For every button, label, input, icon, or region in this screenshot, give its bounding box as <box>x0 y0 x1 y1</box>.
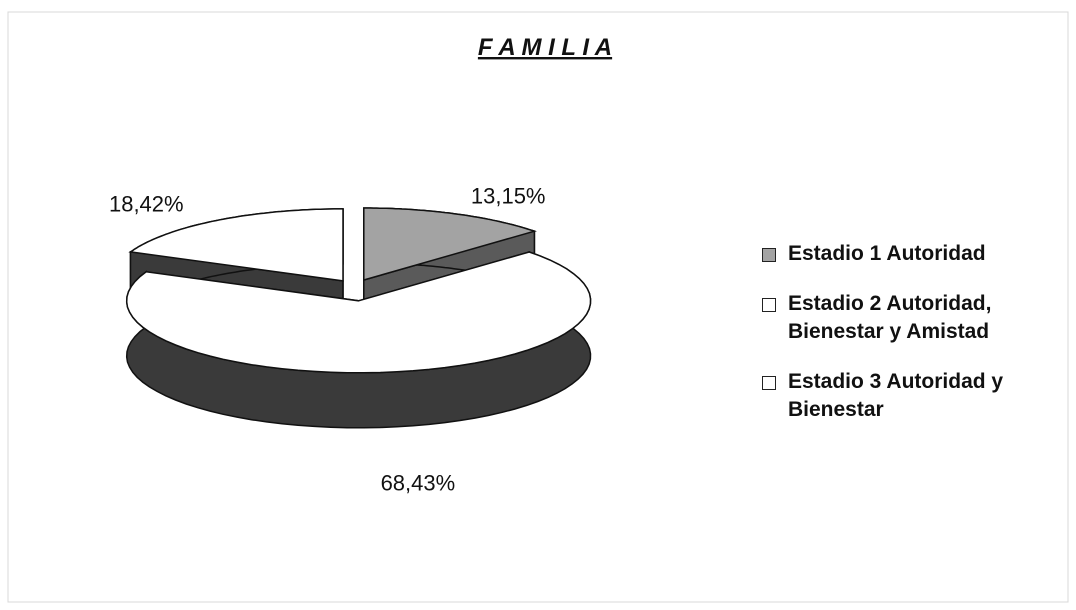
legend-label: Estadio 2 Autoridad, Bienestar y Amistad <box>788 292 992 343</box>
pie-slice <box>125 250 592 429</box>
legend-item: Estadio 2 Autoridad, Bienestar y Amistad <box>758 290 1070 346</box>
chart-title: F A M I L I A <box>478 34 612 61</box>
chart-frame <box>7 11 1069 603</box>
slice-top <box>363 207 537 281</box>
data-label: 18,42% <box>109 191 184 216</box>
data-label: 68,43% <box>381 470 456 495</box>
legend: Estadio 1 Autoridad Estadio 2 Autoridad, … <box>758 240 1070 446</box>
legend-label: Estadio 1 Autoridad <box>788 242 986 265</box>
slice-top <box>128 208 344 282</box>
legend-swatch <box>762 298 776 312</box>
legend-swatch <box>762 376 776 390</box>
legend-swatch <box>762 248 776 262</box>
data-label: 13,15% <box>471 183 546 208</box>
legend-item: Estadio 3 Autoridad y Bienestar <box>758 368 1070 424</box>
legend-label: Estadio 3 Autoridad y Bienestar <box>788 370 1004 421</box>
legend-item: Estadio 1 Autoridad <box>758 240 1070 268</box>
slice-top <box>125 251 592 374</box>
